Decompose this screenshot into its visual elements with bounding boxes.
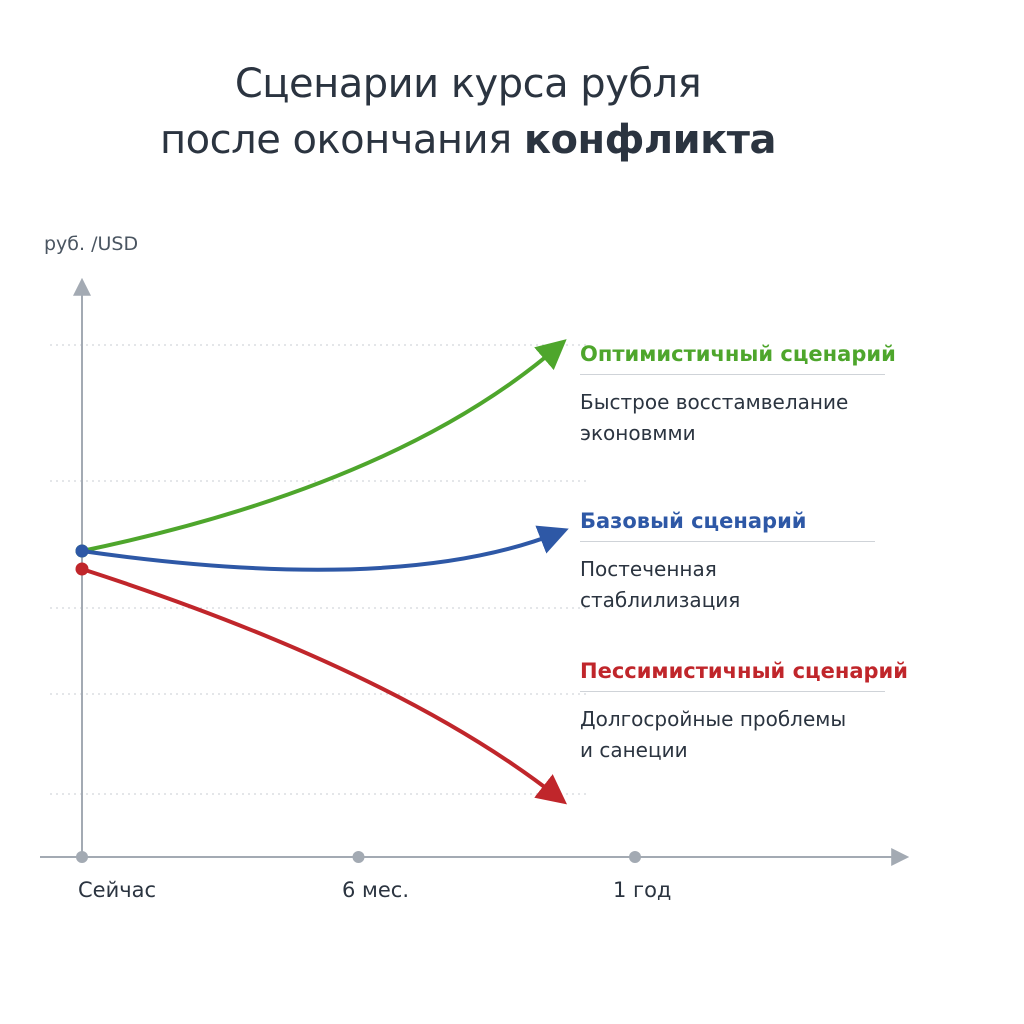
x-tick-dot-now [76,851,88,863]
legend-optimistic: Оптимистичный сценарий Быстрое восстамве… [580,342,896,449]
legend-optimistic-desc-line2: эконовмми [580,421,696,445]
legend-pessimistic-name: Пессимистичный сценарий [580,659,908,692]
legend-base: Базовый сценарий Постеченная стаблилизац… [580,509,875,616]
legend-pessimistic-desc-line2: и санеции [580,738,688,762]
legend-base-desc-line1: Постеченная стаблилизация [580,557,741,612]
x-tick-label-now: Сейчас [78,878,157,902]
chart-title-line1: Сценарии курса рубля [234,61,702,107]
series-line-base [80,525,569,572]
legend-pessimistic-desc-line1: Долгосройные проблемы [580,707,847,731]
series-start-point-base [75,544,89,558]
series-line-optimistic [80,339,567,553]
x-tick-dot-6-months [352,851,365,863]
x-tick-label-1-year: 1 год [613,878,672,902]
y-axis-label: руб. /USD [44,233,139,255]
chart-title-line2: после окончания конфликта [0,112,936,168]
chart-title: Сценарии курса рубля после окончания кон… [0,56,936,168]
series-start-point-pessimistic [75,562,89,576]
legend-optimistic-desc-line1: Быстрое восстамвелание [580,390,849,414]
legend-pessimistic: Пессимистичный сценарий Долгосройные про… [580,659,908,766]
legend-optimistic-name: Оптимистичный сценарий [580,342,896,375]
series-line-pessimistic [80,567,568,805]
legend-pessimistic-description: Долгосройные проблемы и санеции [580,704,885,766]
x-tick-dot-1-year [629,851,641,863]
legend-base-name: Базовый сценарий [580,509,875,542]
chart-title-line2-bold: конфликта [523,117,777,163]
x-tick-label-6-months: 6 мес. [342,878,410,902]
chart-title-line2-regular: после окончания [160,117,524,163]
legend-optimistic-description: Быстрое восстамвелание эконовмми [580,387,885,449]
legend-base-description: Постеченная стаблилизация [580,554,875,616]
